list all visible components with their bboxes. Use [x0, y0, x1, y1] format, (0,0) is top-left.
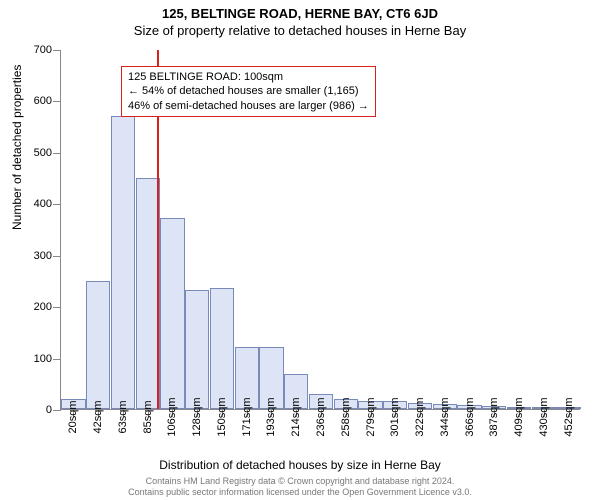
y-tick [53, 307, 61, 308]
x-tick-label: 20sqm [67, 400, 79, 433]
annotation-line: ← 54% of detached houses are smaller (1,… [128, 84, 369, 98]
footer-copyright: Contains HM Land Registry data © Crown c… [0, 476, 600, 498]
y-tick [53, 256, 61, 257]
x-tick-label: 171sqm [241, 397, 253, 436]
y-tick [53, 50, 61, 51]
y-tick [53, 204, 61, 205]
histogram-bar [210, 288, 234, 409]
x-tick-label: 128sqm [191, 397, 203, 436]
y-tick-label: 500 [34, 147, 52, 159]
x-tick-label: 430sqm [538, 397, 550, 436]
y-tick-label: 200 [34, 301, 52, 313]
plot-area: 010020030040050060070020sqm42sqm63sqm85s… [60, 50, 580, 410]
x-tick-label: 106sqm [166, 397, 178, 436]
y-tick [53, 101, 61, 102]
y-tick [53, 410, 61, 411]
x-axis-title: Distribution of detached houses by size … [0, 458, 600, 472]
x-tick-label: 366sqm [464, 397, 476, 436]
x-tick-label: 279sqm [365, 397, 377, 436]
x-tick-label: 322sqm [414, 397, 426, 436]
y-tick-label: 300 [34, 250, 52, 262]
footer-line-2: Contains public sector information licen… [0, 487, 600, 498]
x-tick-label: 214sqm [290, 397, 302, 436]
histogram-bar [111, 116, 135, 409]
x-tick-label: 387sqm [488, 397, 500, 436]
histogram-bar [136, 178, 160, 409]
x-tick-label: 236sqm [315, 397, 327, 436]
y-tick-label: 0 [46, 404, 52, 416]
y-tick [53, 153, 61, 154]
histogram-bar [160, 218, 184, 409]
x-tick-label: 344sqm [439, 397, 451, 436]
x-tick-label: 63sqm [117, 400, 129, 433]
footer-line-1: Contains HM Land Registry data © Crown c… [0, 476, 600, 487]
histogram-bar [86, 281, 110, 409]
x-tick-label: 258sqm [340, 397, 352, 436]
y-tick-label: 700 [34, 44, 52, 56]
x-tick-label: 301sqm [389, 397, 401, 436]
x-tick-label: 42sqm [92, 400, 104, 433]
page-title: 125, BELTINGE ROAD, HERNE BAY, CT6 6JD [0, 0, 600, 21]
x-tick-label: 85sqm [142, 400, 154, 433]
x-tick-label: 452sqm [563, 397, 575, 436]
annotation-line: 46% of semi-detached houses are larger (… [128, 99, 369, 113]
y-tick-label: 400 [34, 198, 52, 210]
histogram-chart: 010020030040050060070020sqm42sqm63sqm85s… [60, 50, 580, 410]
x-tick-label: 150sqm [216, 397, 228, 436]
annotation-line: 125 BELTINGE ROAD: 100sqm [128, 70, 369, 84]
x-tick-label: 193sqm [265, 397, 277, 436]
y-tick [53, 359, 61, 360]
y-tick-label: 100 [34, 353, 52, 365]
x-tick-label: 409sqm [513, 397, 525, 436]
y-axis-title: Number of detached properties [10, 65, 24, 230]
y-tick-label: 600 [34, 95, 52, 107]
histogram-bar [185, 290, 209, 409]
page-subtitle: Size of property relative to detached ho… [0, 21, 600, 38]
annotation-box: 125 BELTINGE ROAD: 100sqm← 54% of detach… [121, 66, 376, 117]
